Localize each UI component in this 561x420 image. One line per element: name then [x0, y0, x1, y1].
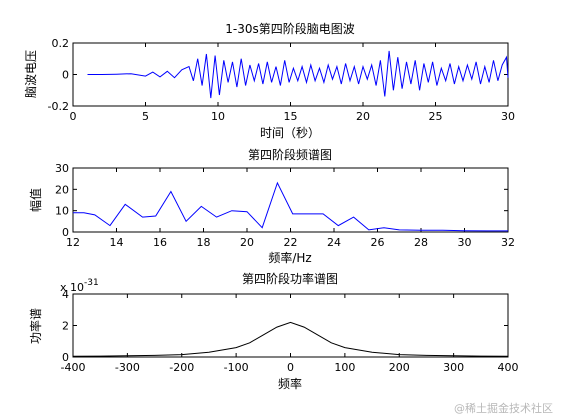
xtick-label: 16	[153, 236, 167, 249]
power-xtick-labels: -400 -300 -200 -100 0 100 200 300 400	[61, 294, 519, 374]
ytick-label: 0	[62, 69, 69, 82]
xtick-label: 30	[458, 236, 472, 249]
eeg-ylabel: 脑波电压	[24, 50, 38, 98]
xtick-label: 400	[498, 361, 519, 374]
xtick-label: 15	[284, 110, 298, 123]
xtick-label: 200	[389, 361, 410, 374]
eeg-xtick-labels: 0 5 10 15 20 25 30	[70, 43, 515, 123]
eeg-title: 1-30s第四阶段脑电图波	[225, 21, 355, 36]
xtick-label: 0	[70, 110, 77, 123]
xtick-label: 100	[334, 361, 355, 374]
xtick-label: -300	[115, 361, 140, 374]
power-ytick-labels: 0 2 4	[62, 288, 508, 364]
xtick-label: 32	[501, 236, 515, 249]
ytick-label: 0	[62, 351, 69, 364]
power-exponent-label: x 10-31	[60, 278, 99, 294]
ytick-label: 0	[62, 226, 69, 239]
ytick-label: 10	[55, 205, 69, 218]
ytick-label: 2	[62, 320, 69, 333]
xtick-label: -200	[169, 361, 194, 374]
xtick-label: -100	[224, 361, 249, 374]
xtick-label: 28	[414, 236, 428, 249]
ytick-label: 30	[55, 162, 69, 175]
watermark-text: @稀土掘金技术社区	[454, 402, 553, 415]
ytick-label: 0.2	[52, 37, 70, 50]
power-ylabel: 功率谱	[28, 308, 43, 344]
xtick-label: 300	[443, 361, 464, 374]
xtick-label: 10	[211, 110, 225, 123]
power-xlabel: 频率	[278, 376, 302, 391]
spectrum-ytick-labels: 0 10 20 30	[55, 162, 508, 239]
xtick-label: 5	[142, 110, 149, 123]
xtick-label: 14	[110, 236, 124, 249]
xtick-label: 22	[284, 236, 298, 249]
xtick-label: 18	[197, 236, 211, 249]
xtick-label: -400	[61, 361, 86, 374]
spectrum-axes-frame	[72, 167, 509, 233]
xtick-label: 20	[356, 110, 370, 123]
xtick-label: 25	[429, 110, 443, 123]
ytick-label: 20	[55, 183, 69, 196]
power-spectrum-line	[72, 321, 509, 357]
spectrum-xlabel: 频率/Hz	[268, 250, 311, 265]
spectrum-title: 第四阶段频谱图	[248, 147, 332, 162]
xtick-label: 30	[501, 110, 515, 123]
xtick-label: 26	[371, 236, 385, 249]
spectrum-line	[73, 181, 508, 232]
spectrum-ylabel: 幅值	[28, 188, 43, 212]
ytick-label: -0.2	[48, 100, 69, 113]
ytick-label: 4	[62, 288, 69, 301]
eeg-waveform-line	[87, 50, 509, 99]
eeg-ytick-labels: -0.2 0 0.2	[48, 37, 508, 113]
eeg-xlabel: 时间（秒）	[260, 126, 320, 140]
xtick-label: 0	[287, 361, 294, 374]
spectrum-plot: 第四阶段频谱图 12 14 16 18 20 22 24 26 28 30 32 0 10 20 30 频…	[28, 147, 515, 265]
xtick-label: 12	[66, 236, 80, 249]
power-plot: 第四阶段功率谱图 x 10-31 -400 -300 -200 -100 0 100 200…	[28, 271, 519, 391]
eeg-axes-frame	[72, 42, 509, 107]
spectrum-xtick-labels: 12 14 16 18 20 22 24 26 28 30 32	[66, 168, 515, 249]
eeg-plot: 1-30s第四阶段脑电图波 0 5 10 15 20 25 30 -0.200.2 时间（秒…	[24, 21, 515, 140]
xtick-label: 20	[240, 236, 254, 249]
xtick-label: 24	[327, 236, 341, 249]
power-title: 第四阶段功率谱图	[242, 271, 338, 286]
power-axes-frame	[72, 293, 509, 358]
